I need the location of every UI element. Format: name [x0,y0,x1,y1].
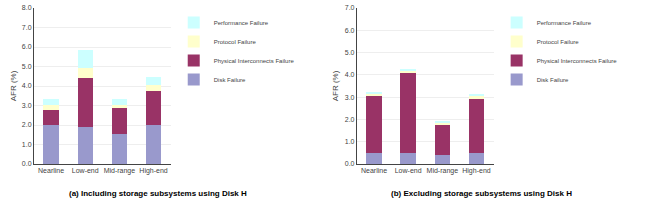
svg-text:4.0: 4.0 [345,71,355,78]
svg-text:Nearline: Nearline [361,167,387,174]
svg-text:Physical Interconnects Failure: Physical Interconnects Failure [214,58,295,64]
svg-text:7.0: 7.0 [345,4,355,11]
svg-text:Low-end: Low-end [395,167,422,174]
svg-text:0.0: 0.0 [22,160,32,167]
svg-text:Disk Failure: Disk Failure [537,77,569,83]
svg-text:2.0: 2.0 [345,116,355,123]
svg-text:5.0: 5.0 [345,49,355,56]
svg-text:(a) Including storage subsyste: (a) Including storage subsystems using D… [69,189,247,198]
svg-text:6.0: 6.0 [22,43,32,50]
svg-text:0.0: 0.0 [345,160,355,167]
svg-text:8.0: 8.0 [22,4,32,11]
svg-text:Mid-range: Mid-range [427,167,459,175]
svg-text:4.0: 4.0 [22,82,32,89]
svg-text:7.0: 7.0 [22,24,32,31]
svg-text:3.0: 3.0 [345,94,355,101]
svg-text:5.0: 5.0 [22,63,32,70]
svg-text:Mid-range: Mid-range [104,167,136,175]
svg-text:2.0: 2.0 [22,121,32,128]
svg-text:1.0: 1.0 [22,141,32,148]
svg-text:3.0: 3.0 [22,102,32,109]
svg-text:6.0: 6.0 [345,27,355,34]
svg-text:Physical Interconnects Failure: Physical Interconnects Failure [537,58,618,64]
svg-text:High-end: High-end [139,167,168,175]
svg-text:Performance Failure: Performance Failure [214,20,269,26]
svg-text:High-end: High-end [462,167,491,175]
svg-text:Performance Failure: Performance Failure [537,20,592,26]
svg-text:Nearline: Nearline [38,167,64,174]
svg-text:AFR (%): AFR (%) [331,70,340,101]
svg-text:1.0: 1.0 [345,138,355,145]
svg-text:(b) Excluding storage subsyste: (b) Excluding storage subsystems using D… [391,189,572,198]
svg-text:Protocol Failure: Protocol Failure [537,39,580,45]
svg-text:AFR (%): AFR (%) [9,70,18,101]
svg-text:Disk Failure: Disk Failure [214,77,246,83]
svg-text:Low-end: Low-end [72,167,99,174]
svg-text:Protocol Failure: Protocol Failure [214,39,257,45]
